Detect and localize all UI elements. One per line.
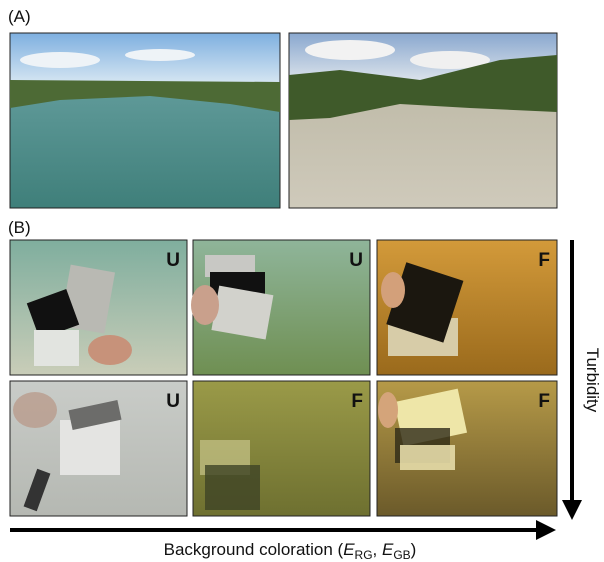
photo-tag: U (166, 391, 180, 412)
photo (192, 380, 371, 517)
photo (288, 32, 558, 209)
axis-label: Turbidity (583, 348, 602, 413)
photo (376, 380, 558, 517)
label-variable: E (343, 540, 355, 559)
photo-tag: U (349, 250, 363, 271)
vertical-arrow (562, 240, 582, 520)
photo (376, 239, 558, 376)
photo-tag: U (166, 250, 180, 271)
panel-label: (A) (8, 7, 31, 26)
panel-label: (B) (8, 218, 31, 237)
photo (191, 239, 371, 376)
label-text: Background coloration ( (164, 540, 344, 559)
label-text: ) (411, 540, 417, 559)
photo-tag: F (351, 391, 363, 412)
label-subscript: RG (355, 548, 373, 562)
horizontal-arrow (10, 520, 556, 540)
label-subscript: GB (393, 548, 410, 562)
label-text: , (373, 540, 382, 559)
label-variable: E (382, 540, 394, 559)
photo (9, 239, 188, 376)
axis-label: Background coloration (ERG, EGB) (164, 540, 417, 562)
photo (9, 32, 281, 209)
photo-tag: F (538, 391, 550, 412)
photo (9, 380, 188, 517)
photo-tag: F (538, 250, 550, 271)
